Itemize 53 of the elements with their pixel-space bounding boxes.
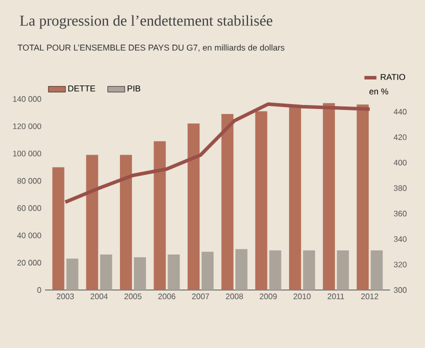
x-tick-label: 2011 (328, 294, 344, 300)
y-tick-label: 0 (37, 287, 42, 293)
legend-label: DETTE (68, 86, 96, 92)
chart-subtitle: TOTAL POUR L’ENSEMBLE DES PAYS DU G7, en milliards de dollars (18, 44, 284, 52)
bar (66, 258, 78, 290)
x-tick-label: 2012 (361, 294, 378, 300)
y-tick-label: 80 000 (17, 178, 42, 184)
bar (370, 250, 383, 290)
y-tick-label: 60 000 (17, 205, 42, 211)
bar (202, 252, 214, 290)
y-tick-label: 120 000 (13, 123, 42, 130)
bar (168, 254, 180, 290)
bar (100, 254, 112, 290)
bar (86, 154, 98, 290)
bar (255, 111, 268, 290)
y-tick-label: 20 000 (17, 260, 42, 266)
bar (188, 124, 200, 290)
x-tick-label: 2010 (294, 294, 311, 300)
x-tick-label: 2009 (260, 294, 277, 300)
x-tick-label: 2008 (226, 294, 243, 300)
y2-tick-label: 420 (394, 134, 407, 140)
y2-tick-label: 320 (394, 262, 407, 268)
bar (52, 167, 64, 290)
x-tick-label: 2007 (192, 294, 210, 300)
x-tick-label: 2004 (90, 294, 108, 300)
y-tick-label: 140 000 (13, 96, 42, 102)
y2-tick-label: 300 (394, 287, 407, 293)
bar (289, 107, 302, 290)
y-tick-label: 40 000 (17, 232, 42, 238)
bar (336, 250, 349, 290)
y2-tick-label: 440 (394, 108, 407, 115)
y2-tick-label: 400 (394, 160, 407, 166)
x-tick-label: 2005 (124, 294, 142, 300)
bar (154, 141, 166, 290)
line-series (64, 102, 372, 204)
x-tick-label: 2003 (56, 294, 74, 300)
chart-title: La progression de l’endettement stabilisée (20, 15, 272, 29)
legend-label: PIB (128, 86, 140, 92)
bar (303, 250, 316, 290)
y2-axis-title: en % (369, 88, 388, 94)
bar (269, 250, 282, 290)
bar (235, 249, 248, 290)
x-tick-label: 2006 (158, 294, 176, 300)
y2-tick-label: 360 (394, 210, 407, 216)
bar (322, 103, 335, 290)
legend-label: RATIO (380, 74, 406, 80)
bar (120, 154, 132, 290)
y2-tick-label: 380 (394, 185, 407, 191)
y-tick-label: 100 000 (13, 150, 42, 156)
bar (221, 114, 234, 290)
bar (356, 104, 369, 290)
y2-tick-label: 340 (394, 236, 407, 242)
bar (134, 257, 146, 290)
